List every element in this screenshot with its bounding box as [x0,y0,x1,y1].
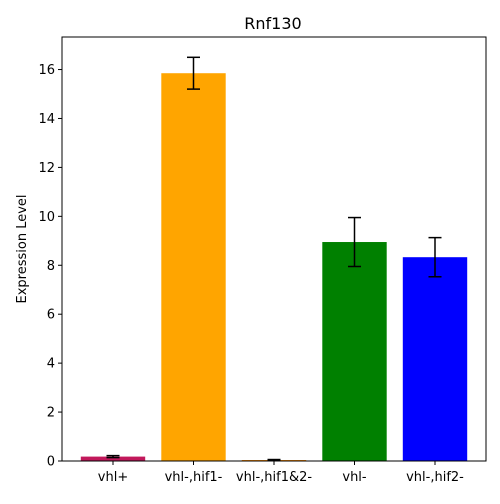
y-tick-label-1: 2 [47,406,55,421]
x-tick-label-3: vhl- [342,470,367,485]
y-axis-title: Expression Level [15,194,30,303]
bar-4 [403,257,467,461]
x-tick-label-1: vhl-,hif1- [165,470,223,485]
bar-1 [161,73,225,461]
bar-3 [322,242,386,461]
y-tick-label-6: 12 [38,161,55,176]
y-tick-label-4: 8 [47,259,55,274]
chart-title: Rnf130 [244,14,301,33]
y-tick-label-5: 10 [38,210,55,225]
y-tick-label-2: 4 [47,357,55,372]
x-tick-label-2: vhl-,hif1&2- [236,470,312,485]
y-tick-label-8: 16 [38,63,55,78]
y-tick-label-0: 0 [47,455,55,470]
x-tick-label-0: vhl+ [98,470,128,485]
x-tick-label-4: vhl-,hif2- [406,470,464,485]
y-tick-label-7: 14 [38,112,55,127]
y-tick-label-3: 6 [47,308,55,323]
